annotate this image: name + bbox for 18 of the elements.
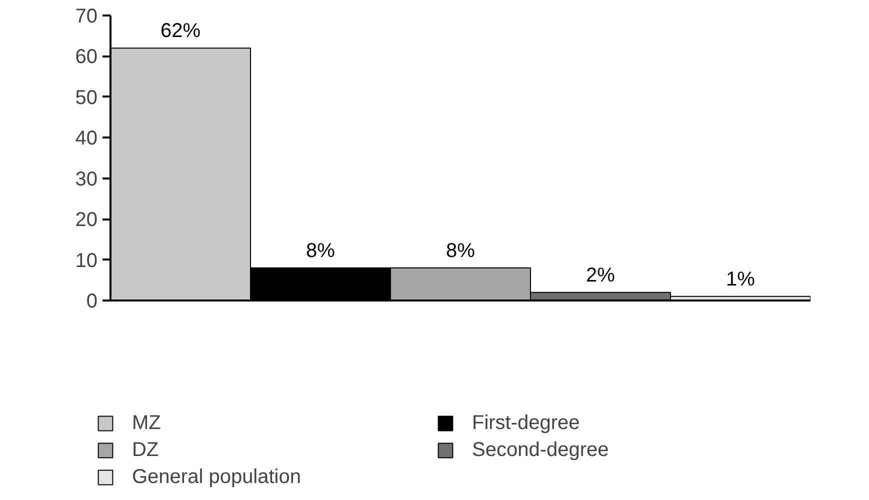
y-tick-label: 20 <box>75 209 98 232</box>
data-label: 2% <box>586 264 616 286</box>
legend-label: First-degree <box>472 412 581 434</box>
y-tick-label: 40 <box>75 128 98 150</box>
y-tick-label: 50 <box>75 86 98 109</box>
y-tick-label: 0 <box>86 290 98 312</box>
y-tick-label: 10 <box>75 250 98 272</box>
legend-label: General population <box>132 466 302 488</box>
data-label: 8% <box>306 240 336 262</box>
legend-label: Second-degree <box>472 438 610 462</box>
data-label: 8% <box>446 240 476 262</box>
legend-label: DZ <box>132 438 160 462</box>
y-tick-label: 30 <box>75 168 98 190</box>
data-label: 62% <box>160 20 201 42</box>
data-label: 1% <box>726 268 756 290</box>
legend-label: MZ <box>132 412 162 434</box>
y-tick-label: 70 <box>75 6 98 28</box>
y-tick-label: 60 <box>75 46 98 68</box>
